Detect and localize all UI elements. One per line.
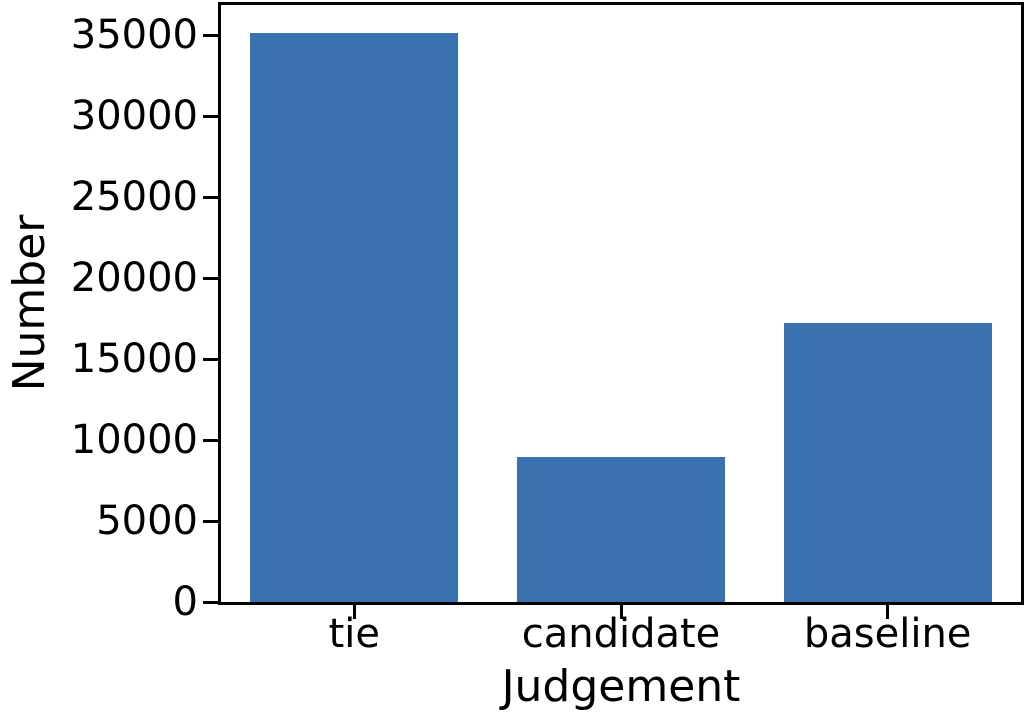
y-axis-label: Number <box>4 214 55 392</box>
x-tick-mark <box>352 605 356 619</box>
x-tick-mark <box>886 605 890 619</box>
y-tick-mark <box>203 114 218 118</box>
y-tick-mark <box>203 519 218 523</box>
x-tick-mark <box>619 605 623 619</box>
bar-baseline <box>783 323 992 602</box>
y-tick-label: 0 <box>172 579 198 625</box>
y-tick-label: 25000 <box>70 174 198 221</box>
x-tick-label: tie <box>328 611 381 657</box>
y-tick-label: 30000 <box>70 93 198 140</box>
y-tick-label: 15000 <box>70 336 198 383</box>
y-tick-label: 35000 <box>70 12 198 59</box>
y-tick-label: 20000 <box>70 255 198 302</box>
y-tick-label: 5000 <box>96 498 198 544</box>
y-tick-mark <box>203 195 218 199</box>
y-tick-mark <box>203 33 218 37</box>
y-tick-mark <box>203 276 218 280</box>
y-tick-mark <box>203 357 218 361</box>
bar-tie <box>250 33 459 602</box>
x-axis-label: Judgement <box>501 661 741 712</box>
y-tick-mark <box>203 438 218 442</box>
y-tick-mark <box>203 600 218 604</box>
y-tick-label: 10000 <box>70 417 198 463</box>
x-tick-label: baseline <box>803 611 972 657</box>
bar-candidate <box>517 457 725 602</box>
x-tick-label: candidate <box>521 611 721 657</box>
